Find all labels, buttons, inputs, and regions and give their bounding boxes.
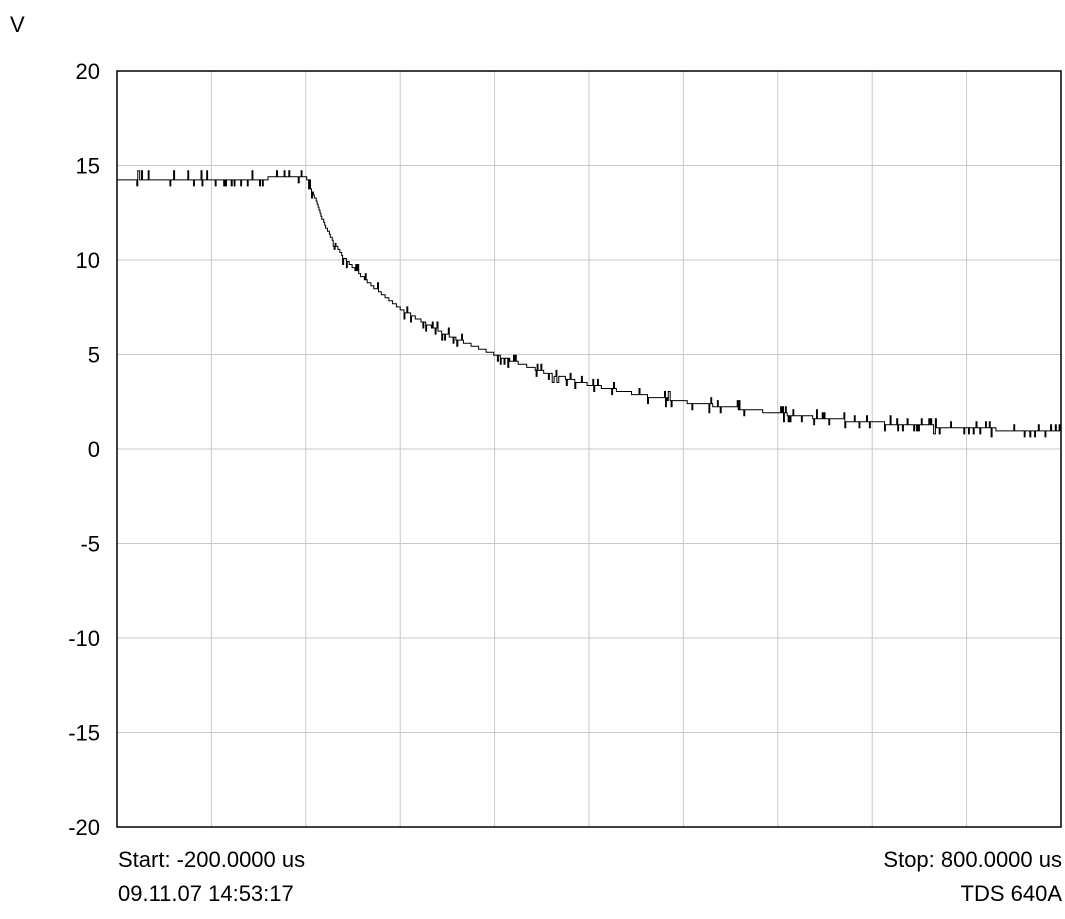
- y-tick-label: -15: [68, 721, 100, 746]
- y-tick-label: 0: [88, 437, 100, 462]
- y-tick-label: -5: [80, 532, 100, 557]
- y-tick-label: 15: [76, 154, 100, 179]
- y-tick-label: 10: [76, 248, 100, 273]
- y-tick-labels: 20 15 10 5 0 -5 -10 -15 -20: [68, 59, 100, 840]
- y-axis-unit-label: V: [10, 12, 25, 37]
- y-tick-label: 20: [76, 59, 100, 84]
- y-tick-label: -10: [68, 626, 100, 651]
- y-tick-label: 5: [88, 343, 100, 368]
- y-tick-label: -20: [68, 815, 100, 840]
- start-time-label: Start: -200.0000 us: [118, 847, 306, 872]
- instrument-model: TDS 640A: [960, 881, 1063, 906]
- stop-time-label: Stop: 800.0000 us: [883, 847, 1062, 872]
- capture-timestamp: 09.11.07 14:53:17: [118, 881, 294, 906]
- plot-grid: [117, 71, 1061, 827]
- plot-frame: [116, 70, 1062, 828]
- voltage-trace: [117, 170, 1062, 438]
